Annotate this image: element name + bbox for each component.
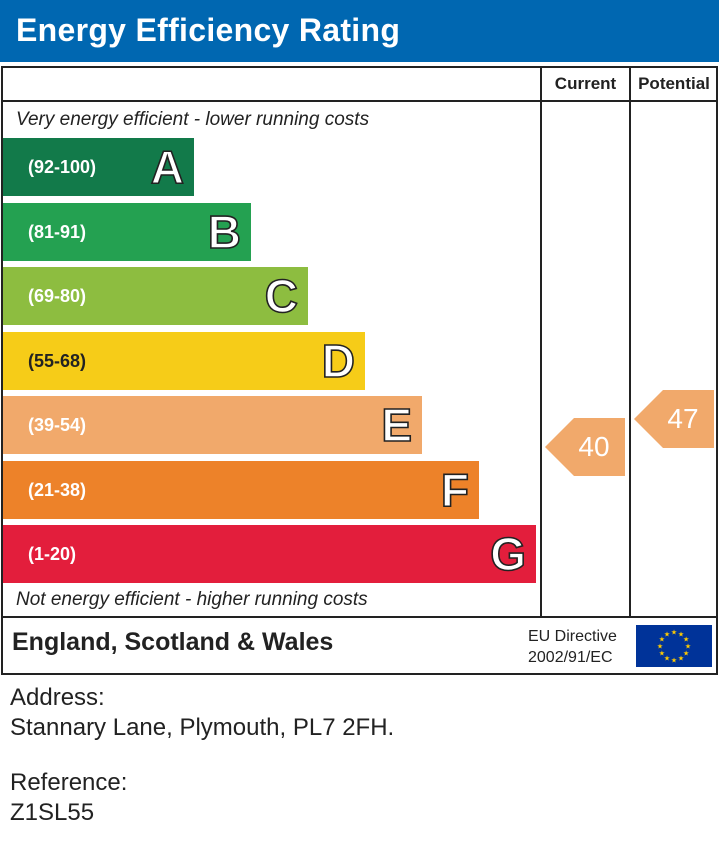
potential-rating-value: 47 [667,403,699,434]
eu-flag-star-icon: ★ [657,643,663,651]
reference-value: Z1SL55 [10,799,95,826]
rating-frame [1,66,718,675]
band-g-letter: G [489,527,526,581]
band-a: (92-100) A [3,138,194,196]
eu-flag-star-icon: ★ [664,655,670,663]
band-f: (21-38) F [3,460,479,519]
band-d-range: (55-68) [28,350,87,371]
band-g: (1-20) G [3,525,536,583]
band-d-letter: D [321,334,356,388]
band-f-letter: F [440,463,470,517]
header-row-divider [1,100,718,102]
eu-directive-line2: 2002/91/EC [528,649,613,666]
band-g-range: (1-20) [28,544,77,564]
band-a-range: (92-100) [28,157,97,177]
eu-flag-star-icon: ★ [683,650,689,658]
band-c-letter: C [264,269,299,323]
band-b-letter: B [207,205,242,259]
current-arrow-shape [545,418,625,476]
footer-row-divider [1,616,718,618]
eu-flag-star-icon: ★ [678,630,684,638]
band-e-letter: E [381,398,413,452]
potential-column-header: Potential [638,74,710,93]
current-rating-arrow: 40 [545,418,625,476]
current-column-header: Current [554,74,617,93]
eu-flag-field [636,625,712,667]
eu-flag-star-icon: ★ [671,657,677,665]
top-scale-note: Very energy efficient - lower running co… [16,109,370,130]
address-value: Stannary Lane, Plymouth, PL7 2FH. [10,714,395,741]
header-bar: Energy Efficiency Rating [0,0,719,62]
potential-arrow-shape [634,390,714,448]
band-c: (69-80) C [3,267,308,325]
eu-flag-star-icon: ★ [685,643,691,651]
potential-rating-arrow: 47 [634,390,714,448]
band-a-letter: A [150,140,185,194]
band-b: (81-91) B [3,202,251,261]
current-rating-value: 40 [578,431,610,462]
band-f-range: (21-38) [28,479,87,500]
eu-directive-line1: EU Directive [528,628,617,645]
bottom-scale-note: Not energy efficient - higher running co… [16,589,368,610]
address-label: Address: [10,684,105,711]
band-e-range: (39-54) [28,415,87,435]
eu-flag-star-icon: ★ [664,630,670,638]
column-divider-current [540,66,542,618]
reference-label: Reference: [10,769,128,796]
band-c-range: (69-80) [28,286,87,306]
column-divider-potential [629,66,631,618]
chart-title: Energy Efficiency Rating [16,12,401,48]
potential-arrow-polygon [634,390,714,448]
eu-flag-star-icon: ★ [678,655,684,663]
eu-flag-icon: ★ ★★★★★★★★★★★ [636,625,712,667]
band-b-range: (81-91) [28,221,87,242]
band-d: (55-68) D [3,331,365,390]
eu-flag-star-icon: ★ [683,636,689,644]
current-arrow-polygon [545,418,625,476]
region-label: England, Scotland & Wales [12,628,334,656]
band-e: (39-54) E [3,396,422,454]
eu-flag-star-icon: ★ [659,636,665,644]
eu-flag-star-icon: ★ [659,650,665,658]
eu-flag-star-icon: ★ [671,629,677,637]
